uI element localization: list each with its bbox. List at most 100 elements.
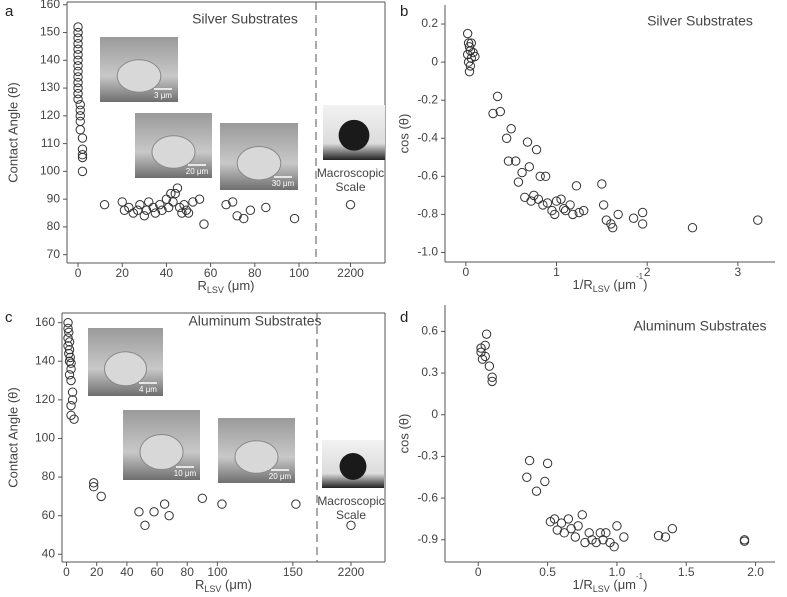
- point: [88, 478, 99, 488]
- point: [551, 196, 562, 206]
- point: [549, 514, 560, 524]
- point: [660, 532, 671, 542]
- point: [155, 199, 165, 210]
- point: [520, 192, 530, 202]
- point: [628, 213, 639, 223]
- point: [75, 116, 85, 127]
- point: [73, 50, 83, 60]
- point: [480, 351, 490, 362]
- point: [73, 77, 83, 88]
- x-tick-label: 1.0: [609, 565, 626, 579]
- point: [481, 329, 492, 339]
- droplet: [104, 351, 147, 387]
- y-tick-label: 100: [35, 431, 55, 445]
- point: [345, 199, 356, 210]
- x-axis-label-part: LSV: [593, 584, 610, 594]
- point: [533, 194, 544, 204]
- point: [66, 358, 76, 368]
- chart-title: Aluminum Substrates: [188, 313, 321, 329]
- point: [608, 223, 618, 233]
- point: [574, 207, 584, 218]
- x-tick-label: 0: [63, 565, 70, 579]
- macro-label: Macroscopic: [317, 166, 384, 180]
- y-tick-label: 120: [35, 392, 55, 406]
- point: [477, 354, 488, 364]
- point: [66, 400, 76, 411]
- point: [170, 188, 180, 199]
- point: [73, 88, 83, 99]
- point: [556, 194, 566, 204]
- point: [144, 197, 154, 207]
- point: [506, 124, 516, 134]
- x-tick-label: 20: [90, 565, 104, 579]
- x-axis-label-part: (μm): [221, 577, 252, 592]
- y-tick-label: 160: [35, 315, 55, 329]
- point: [157, 205, 167, 215]
- y-tick-label: 0.6: [421, 324, 438, 338]
- point: [73, 66, 83, 77]
- point: [579, 205, 589, 216]
- chart-title: Aluminum Substrates: [633, 318, 766, 334]
- y-tick-label: 90: [47, 191, 61, 205]
- point: [517, 167, 527, 178]
- point: [99, 199, 110, 210]
- x-axis-label-part: -1: [636, 272, 644, 281]
- macro-label: Scale: [335, 180, 365, 194]
- point: [232, 211, 242, 221]
- point: [73, 22, 83, 32]
- point: [568, 209, 578, 220]
- y-tick-label: -0.9: [417, 532, 438, 546]
- point: [503, 156, 514, 166]
- point: [513, 177, 524, 187]
- y-axis-label: Contact Angle (θ): [5, 387, 20, 487]
- scale-bar-label: 3 μm: [154, 91, 172, 100]
- point: [199, 219, 209, 229]
- point: [63, 333, 73, 343]
- point: [64, 344, 75, 355]
- point: [64, 348, 74, 359]
- point: [75, 111, 85, 121]
- point: [64, 327, 74, 338]
- point: [542, 458, 553, 469]
- point: [559, 528, 569, 538]
- x-tick-label: 0.5: [539, 565, 556, 579]
- point: [470, 51, 480, 62]
- point: [522, 137, 533, 147]
- x-axis-label-part: LSV: [593, 284, 610, 294]
- y-tick-label: 130: [40, 80, 60, 94]
- y-tick-label: 0.3: [421, 365, 438, 379]
- point: [179, 199, 189, 210]
- y-tick-label: -0.2: [417, 92, 438, 106]
- x-axis-label-part: LSV: [207, 285, 224, 295]
- y-tick-label: 0.2: [421, 16, 438, 30]
- point: [245, 205, 256, 215]
- point: [135, 199, 145, 210]
- point: [346, 520, 356, 531]
- point: [488, 108, 498, 119]
- point: [580, 537, 590, 548]
- x-axis-label-part: LSV: [204, 584, 221, 594]
- point: [739, 536, 750, 546]
- point: [466, 38, 476, 48]
- point: [465, 61, 476, 71]
- x-axis-label-part: -1: [636, 572, 644, 581]
- point: [570, 532, 581, 542]
- y-tick-label: 140: [35, 353, 55, 367]
- point: [172, 183, 183, 193]
- x-tick-label: 1: [553, 265, 560, 279]
- x-tick-label: 80: [248, 266, 262, 280]
- point: [653, 530, 664, 541]
- y-axis-label: Contact Angle (θ): [5, 82, 20, 182]
- point: [535, 171, 545, 182]
- point: [194, 194, 205, 204]
- y-tick-label: 150: [40, 25, 60, 39]
- point: [149, 507, 159, 517]
- point: [239, 213, 249, 224]
- x-axis-label: 1/RLSV (μm-1): [573, 572, 648, 594]
- point: [217, 499, 227, 509]
- x-tick-label: 2: [644, 265, 651, 279]
- point: [601, 528, 611, 538]
- point: [188, 197, 198, 207]
- point: [73, 83, 83, 93]
